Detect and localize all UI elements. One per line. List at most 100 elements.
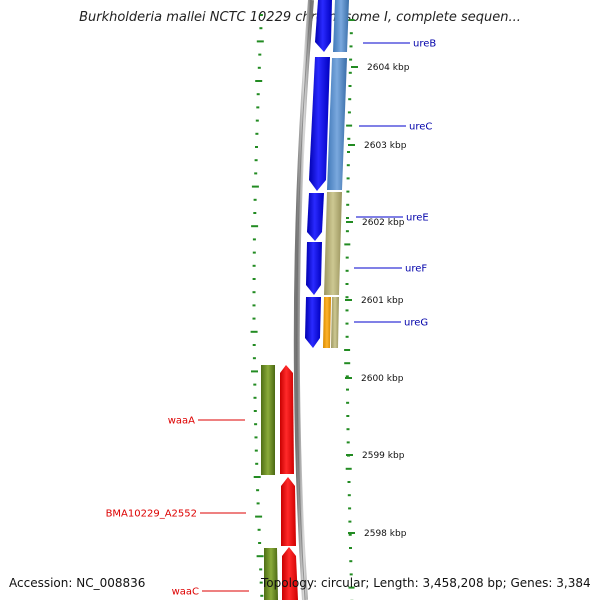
gc-dash <box>256 502 260 505</box>
gc-dash <box>255 80 263 82</box>
gc-dash <box>349 547 352 549</box>
gc-dash <box>259 568 263 571</box>
gc-dash <box>259 581 263 584</box>
gc-dash <box>251 225 259 228</box>
reverse-feature-track <box>261 365 278 600</box>
gc-dash <box>254 449 258 452</box>
gc-dash <box>255 119 259 122</box>
gene-label[interactable]: ureC <box>409 122 432 133</box>
gc-dash <box>349 560 353 563</box>
tick-mark <box>351 66 358 68</box>
tick-label: 2599 kbp <box>362 451 405 461</box>
gc-dash <box>349 32 353 35</box>
gc-dash <box>253 476 261 478</box>
feature-block[interactable] <box>264 548 278 600</box>
gc-dash <box>348 71 352 74</box>
gc-dash <box>257 528 261 531</box>
gc-dash <box>349 573 353 576</box>
gc-dash <box>348 19 355 21</box>
gc-dash <box>254 159 258 162</box>
gc-dash <box>346 415 350 417</box>
gc-dash <box>253 410 257 412</box>
gc-dash <box>252 304 256 307</box>
gc-dash <box>252 344 256 346</box>
tick-label: 2602 kbp <box>362 218 405 228</box>
gc-dash <box>252 291 256 294</box>
gc-dash <box>346 428 350 431</box>
gc-dash <box>256 40 264 43</box>
feature-block[interactable] <box>323 297 331 348</box>
gc-dash <box>344 362 351 365</box>
feature-block[interactable] <box>327 58 347 190</box>
feature-block[interactable] <box>261 365 275 475</box>
gc-dash <box>345 296 349 299</box>
gc-dash <box>346 401 350 404</box>
gc-dash <box>253 212 257 214</box>
gc-dash <box>255 462 259 465</box>
gc-dash <box>347 481 351 483</box>
gc-dash <box>252 317 256 320</box>
feature-block[interactable] <box>324 192 342 295</box>
backbone-arc-edge <box>296 0 312 600</box>
gc-dash <box>253 383 257 386</box>
tick-label: 2603 kbp <box>364 141 407 151</box>
cds-arrow[interactable] <box>305 297 321 348</box>
gene-label[interactable]: ureB <box>413 39 436 50</box>
gc-dash <box>253 198 257 201</box>
cds-arrow[interactable] <box>282 547 298 600</box>
cds-arrow[interactable] <box>307 193 324 241</box>
gene-label[interactable]: BMA10229_A2552 <box>106 509 197 520</box>
gc-dash <box>251 370 258 373</box>
gc-dash <box>345 322 349 325</box>
gc-dash <box>250 330 258 333</box>
gc-dash <box>347 137 351 140</box>
gc-dash <box>348 533 352 536</box>
cds-arrow[interactable] <box>306 242 322 295</box>
map-title: Burkholderia mallei NCTC 10229 chromosom… <box>79 10 521 25</box>
tick-mark <box>348 144 355 146</box>
feature-block[interactable] <box>333 0 349 52</box>
gc-dash <box>349 58 353 61</box>
gc-dash <box>345 269 349 272</box>
tick-label: 2601 kbp <box>361 296 404 306</box>
gene-label[interactable]: ureE <box>406 213 429 224</box>
gene-label[interactable]: waaC <box>172 587 199 598</box>
gc-dash <box>255 146 258 148</box>
gc-dash <box>252 278 256 280</box>
tick-mark <box>346 454 353 456</box>
gc-dash <box>256 555 264 558</box>
gc-dash <box>257 66 261 69</box>
gc-dash <box>344 243 351 246</box>
gc-dash <box>256 106 260 109</box>
gc-dash <box>345 375 349 378</box>
gc-dash <box>254 172 258 175</box>
gene-label[interactable]: waaA <box>168 416 195 427</box>
gc-dash <box>253 396 257 399</box>
gc-dash <box>258 53 262 56</box>
gene-labels: ureB ureC ureE ureF ureG waaA BMA10229_A2552wa… <box>106 39 437 598</box>
gc-dash <box>348 586 355 589</box>
gc-dash <box>344 349 351 351</box>
gc-dash <box>251 185 259 188</box>
gc-dash <box>345 256 349 259</box>
gc-dash <box>348 85 352 87</box>
cds-arrow[interactable] <box>281 477 296 546</box>
gc-dash <box>256 93 260 96</box>
gc-dash <box>254 436 258 439</box>
gc-dash <box>346 177 350 180</box>
gc-dash <box>260 594 264 597</box>
forward-feature-track <box>323 0 349 348</box>
gc-dash <box>345 309 349 312</box>
cds-arrow[interactable] <box>309 57 330 191</box>
cds-arrow[interactable] <box>315 0 332 52</box>
gene-label[interactable]: ureG <box>404 318 428 329</box>
gc-dash <box>252 251 256 254</box>
cds-arrow[interactable] <box>280 365 294 474</box>
gc-dash <box>252 238 256 241</box>
gc-dash <box>345 467 352 470</box>
gene-label[interactable]: ureF <box>405 264 427 275</box>
gc-dash <box>347 494 351 497</box>
feature-block[interactable] <box>331 297 339 348</box>
scale-ticks: 2604 kbp 2603 kbp 2602 kbp 2601 kbp 2600 kbp… <box>345 63 410 539</box>
